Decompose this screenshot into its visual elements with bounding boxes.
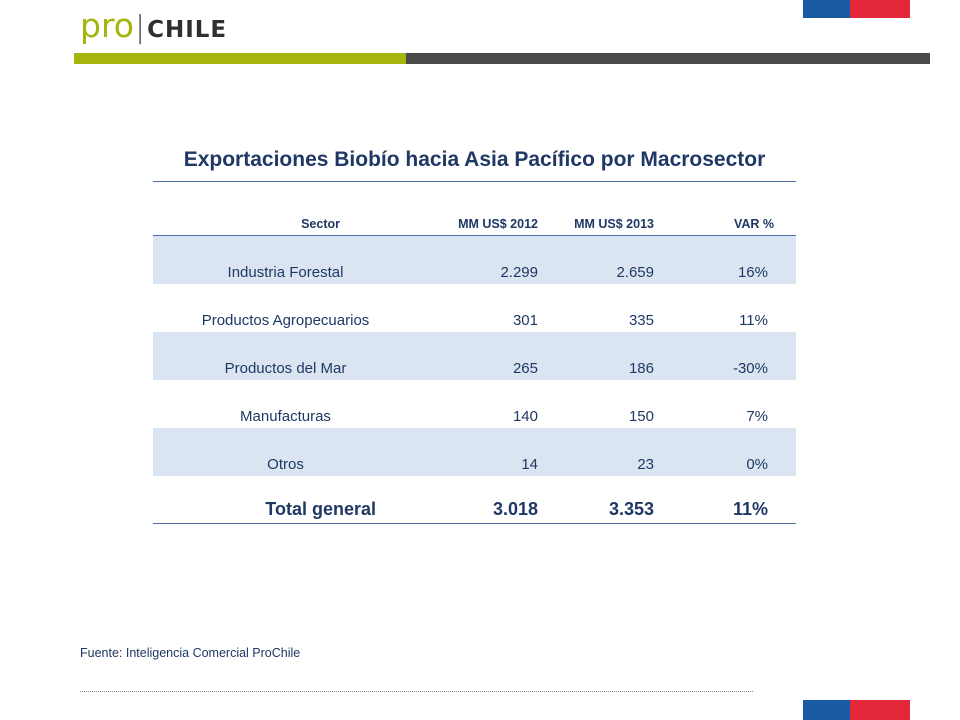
total-2012: 3.018 — [418, 476, 538, 524]
header-bar-gray — [406, 53, 930, 64]
table-total-row: Total general 3.018 3.353 11% — [153, 476, 796, 524]
cell-var: -30% — [654, 332, 796, 380]
logo-separator: | — [134, 10, 146, 45]
cell-2012: 301 — [512, 312, 538, 329]
cell-var: 7% — [746, 408, 768, 425]
source-note: Fuente: Inteligencia Comercial ProChile — [80, 646, 301, 660]
flag-stripe-red-top — [850, 0, 910, 18]
table-header-row: Sector MM US$ 2012 MM US$ 2013 VAR % — [153, 207, 796, 236]
table-row: Otros 14 23 0% — [153, 428, 796, 476]
header-2013: MM US$ 2013 — [538, 207, 654, 236]
cell-sector: Otros — [153, 428, 418, 476]
table-title: Exportaciones Biobío hacia Asia Pacífico… — [153, 148, 796, 182]
cell-2013: 150 — [628, 408, 654, 425]
total-var: 11% — [654, 476, 796, 524]
flag-stripe-blue-bottom — [803, 700, 850, 720]
table-row: Manufacturas 140 150 7% — [153, 380, 796, 428]
cell-var: 16% — [654, 235, 796, 284]
table-row: Industria Forestal 2.299 2.659 16% — [153, 235, 796, 284]
cell-var: 11% — [739, 312, 768, 329]
cell-sector: Industria Forestal — [153, 235, 418, 284]
header-2012: MM US$ 2012 — [418, 207, 538, 236]
logo-pro-text: pro — [80, 6, 134, 45]
total-2013: 3.353 — [538, 476, 654, 524]
header-bar-green — [74, 53, 406, 64]
flag-stripe-blue-top — [803, 0, 850, 18]
cell-2013: 186 — [538, 332, 654, 380]
exports-table: Sector MM US$ 2012 MM US$ 2013 VAR % Ind… — [153, 207, 796, 524]
cell-2013: 23 — [538, 428, 654, 476]
cell-sector: Manufacturas — [240, 408, 331, 425]
footer-dotted-divider — [80, 691, 753, 692]
cell-sector: Productos Agropecuarios — [201, 312, 370, 329]
header-sector: Sector — [153, 207, 418, 236]
cell-var: 0% — [654, 428, 796, 476]
cell-2013: 335 — [628, 312, 654, 329]
total-label: Total general — [153, 476, 418, 524]
cell-2012: 265 — [418, 332, 538, 380]
flag-stripe-red-bottom — [850, 700, 910, 720]
prochile-logo: pro | CHILE — [80, 6, 227, 45]
cell-sector: Productos del Mar — [153, 332, 418, 380]
cell-2012: 140 — [512, 408, 538, 425]
table-row: Productos del Mar 265 186 -30% — [153, 332, 796, 380]
logo-chile-text: CHILE — [147, 17, 228, 43]
cell-2012: 14 — [418, 428, 538, 476]
header-var: VAR % — [654, 207, 796, 236]
table-row: Productos Agropecuarios 301 335 11% — [153, 284, 796, 332]
cell-2012: 2.299 — [418, 235, 538, 284]
cell-2013: 2.659 — [538, 235, 654, 284]
